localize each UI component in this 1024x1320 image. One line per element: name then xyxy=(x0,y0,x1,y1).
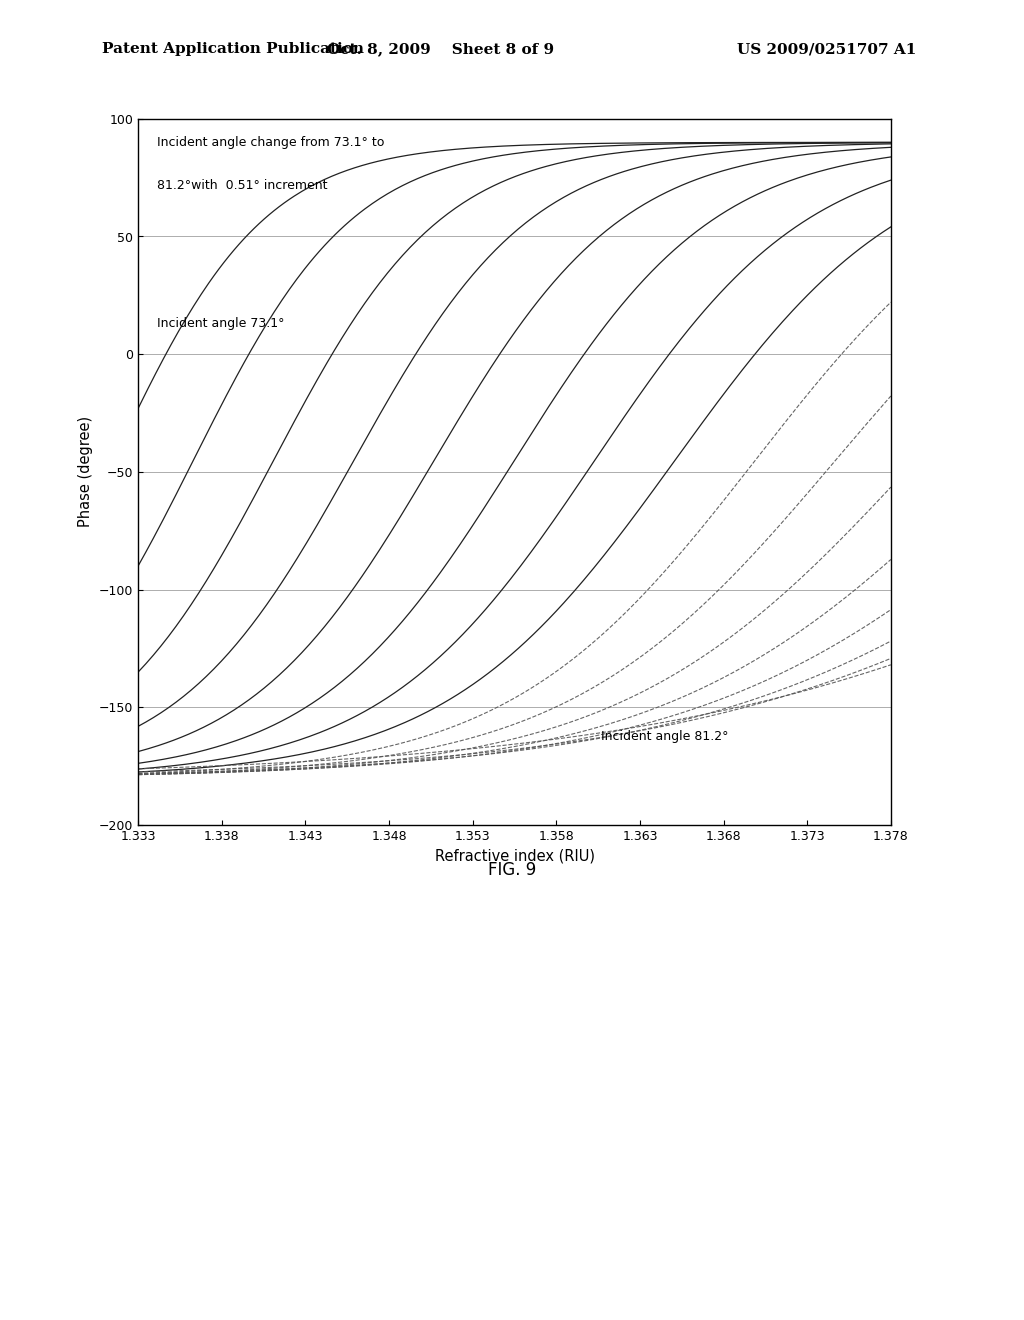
Y-axis label: Phase (degree): Phase (degree) xyxy=(79,416,93,528)
Text: Oct. 8, 2009    Sheet 8 of 9: Oct. 8, 2009 Sheet 8 of 9 xyxy=(327,42,554,57)
X-axis label: Refractive index (RIU): Refractive index (RIU) xyxy=(434,849,595,863)
Text: 81.2°with  0.51° increment: 81.2°with 0.51° increment xyxy=(157,178,328,191)
Text: Incident angle 73.1°: Incident angle 73.1° xyxy=(157,317,285,330)
Text: FIG. 9: FIG. 9 xyxy=(487,861,537,879)
Text: Patent Application Publication: Patent Application Publication xyxy=(102,42,365,57)
Text: Incident angle change from 73.1° to: Incident angle change from 73.1° to xyxy=(157,136,384,149)
Text: US 2009/0251707 A1: US 2009/0251707 A1 xyxy=(737,42,916,57)
Text: Incident angle 81.2°: Incident angle 81.2° xyxy=(601,730,729,743)
